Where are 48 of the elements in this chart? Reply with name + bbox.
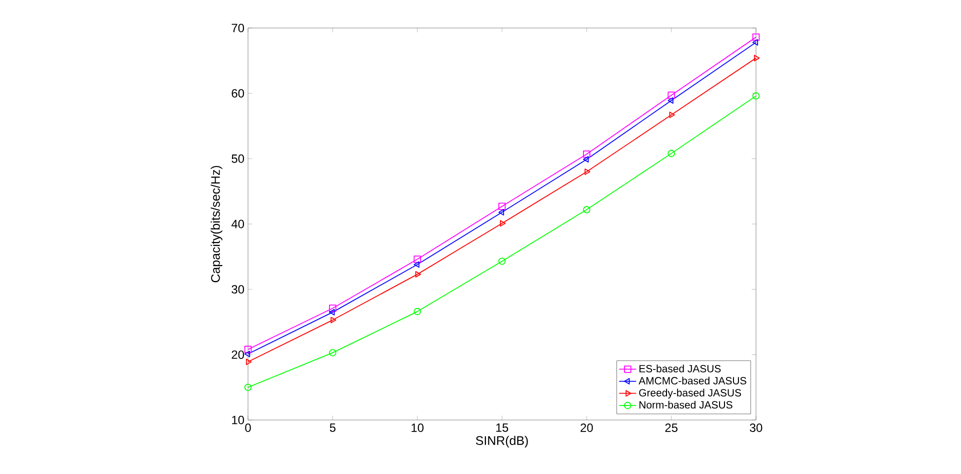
point — [500, 220, 506, 227]
point — [583, 156, 589, 163]
point — [668, 92, 675, 99]
x-tick-label: 15 — [496, 424, 508, 432]
legend-label: Greedy-based JASUS — [639, 388, 742, 399]
legend-label: ES-based JASUS — [639, 364, 721, 372]
legend-label: Norm-based JASUS — [639, 400, 732, 409]
point — [415, 271, 421, 278]
point — [584, 168, 590, 175]
point — [583, 206, 590, 214]
x-axis-title: SINR(dB) — [476, 436, 528, 448]
x-tick-label: 20 — [580, 424, 593, 432]
x-tick-label: 0 — [245, 424, 251, 432]
point — [583, 150, 590, 158]
x-tick-label: 25 — [665, 424, 678, 432]
point — [329, 304, 336, 312]
y-tick-label: 40 — [231, 220, 244, 228]
point — [244, 384, 252, 391]
x-tick-label: 30 — [750, 424, 762, 432]
y-axis-title: Capacity(bits/sec/Hz) — [210, 166, 222, 282]
point — [414, 256, 421, 263]
legend-label: AMCMC-based JASUS — [638, 376, 746, 384]
point — [752, 92, 760, 100]
point — [668, 97, 674, 104]
y-tick-label: 50 — [232, 154, 244, 163]
point — [329, 308, 335, 316]
point — [414, 308, 421, 316]
point — [669, 112, 675, 118]
x-tick-label: 10 — [412, 424, 424, 432]
y-tick-label: 10 — [232, 416, 244, 424]
point — [329, 349, 336, 356]
point — [498, 209, 504, 216]
y-tick-label: 20 — [232, 350, 244, 359]
y-tick-label: 60 — [232, 89, 244, 98]
point — [754, 54, 760, 62]
x-tick-label: 5 — [330, 424, 336, 432]
point — [498, 202, 506, 210]
point — [414, 261, 420, 268]
point — [668, 150, 675, 158]
point — [330, 316, 336, 324]
point — [244, 346, 252, 354]
y-tick-label: 70 — [232, 24, 244, 32]
y-tick-label: 30 — [232, 285, 244, 294]
point — [244, 350, 250, 358]
point — [498, 258, 506, 265]
point — [752, 34, 760, 41]
point — [752, 39, 758, 46]
point — [246, 358, 252, 366]
